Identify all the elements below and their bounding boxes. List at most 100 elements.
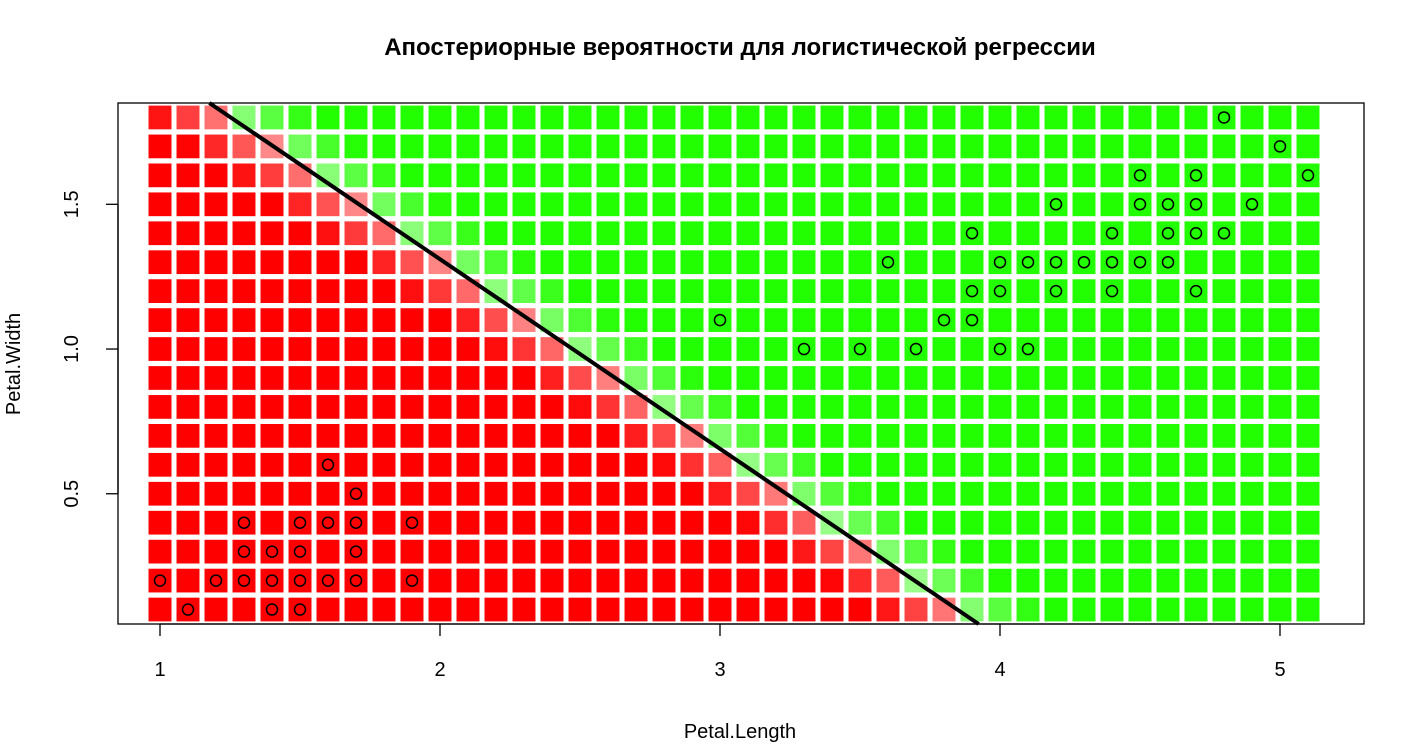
grid-cell	[1128, 250, 1152, 275]
grid-cell	[260, 481, 284, 506]
grid-cell	[428, 539, 452, 564]
grid-cell	[904, 597, 928, 622]
grid-cell	[148, 366, 172, 390]
grid-cell	[1212, 105, 1236, 130]
data-point	[1105, 227, 1119, 240]
grid-cell	[204, 423, 228, 448]
grid-cell	[1296, 510, 1320, 535]
grid-cell	[932, 279, 956, 303]
data-point	[993, 342, 1007, 356]
grid-cell	[652, 481, 676, 506]
grid-cell	[484, 105, 508, 130]
grid-cell	[820, 105, 844, 130]
grid-cell	[960, 134, 984, 159]
grid-cell	[820, 423, 844, 448]
grid-cell	[652, 221, 676, 246]
grid-cell	[680, 597, 704, 622]
grid-cell	[484, 308, 508, 332]
grid-cell	[316, 134, 340, 159]
grid-cell	[288, 452, 312, 477]
grid-cell	[400, 452, 424, 477]
grid-cell	[232, 510, 256, 535]
data-point	[1245, 198, 1259, 211]
grid-cell	[484, 539, 508, 564]
grid-cell	[1268, 337, 1292, 361]
grid-cell	[1212, 481, 1236, 506]
grid-cell	[400, 395, 424, 419]
grid-cell	[288, 105, 312, 130]
grid-cell	[792, 105, 816, 130]
grid-cell	[1072, 279, 1096, 303]
grid-cell	[288, 395, 312, 419]
grid-cell	[764, 510, 788, 535]
grid-cell	[484, 452, 508, 477]
grid-cell	[820, 337, 844, 361]
data-point	[349, 545, 363, 558]
grid-cell	[288, 192, 312, 217]
data-point	[1105, 255, 1119, 269]
grid-cell	[848, 279, 872, 303]
grid-cell	[1016, 597, 1040, 622]
grid-cell	[792, 134, 816, 159]
grid-cell	[708, 366, 732, 390]
grid-cell	[960, 163, 984, 188]
grid-cell	[204, 510, 228, 535]
grid-cell	[1240, 192, 1264, 217]
data-point	[405, 574, 419, 587]
grid-cell	[932, 105, 956, 130]
grid-cell	[904, 481, 928, 506]
grid-cell	[1212, 395, 1236, 419]
grid-cell	[176, 481, 200, 506]
grid-cell	[1296, 539, 1320, 564]
grid-cell	[1212, 337, 1236, 361]
grid-cell	[736, 105, 760, 130]
grid-cell	[820, 568, 844, 593]
grid-cell	[1156, 510, 1180, 535]
grid-cell	[1156, 134, 1180, 159]
grid-cell	[428, 481, 452, 506]
grid-cell	[484, 395, 508, 419]
grid-cell	[792, 337, 816, 361]
grid-cell	[1268, 366, 1292, 390]
data-point	[1217, 227, 1231, 240]
grid-cell	[456, 192, 480, 217]
grid-cell	[1184, 510, 1208, 535]
grid-cell	[932, 308, 956, 332]
grid-cell	[1184, 366, 1208, 390]
grid-cell	[540, 481, 564, 506]
grid-cell	[540, 510, 564, 535]
grid-cell	[232, 337, 256, 361]
grid-cell	[344, 221, 368, 246]
grid-cell	[428, 279, 452, 303]
grid-cell	[792, 250, 816, 275]
grid-cell	[344, 250, 368, 275]
grid-cell	[288, 308, 312, 332]
grid-cell	[1184, 279, 1208, 303]
grid-cell	[624, 337, 648, 361]
data-point	[209, 574, 223, 587]
grid-cell	[652, 510, 676, 535]
grid-cell	[988, 308, 1012, 332]
grid-cell	[540, 452, 564, 477]
grid-cell	[652, 163, 676, 188]
data-point	[1273, 140, 1287, 153]
grid-cell	[708, 597, 732, 622]
grid-cell	[1268, 597, 1292, 622]
grid-cell	[1016, 279, 1040, 303]
grid-cell	[1296, 597, 1320, 622]
grid-cell	[932, 510, 956, 535]
grid-cell	[652, 423, 676, 448]
grid-cell	[932, 481, 956, 506]
grid-cell	[344, 539, 368, 564]
grid-cell	[456, 308, 480, 332]
grid-cell	[484, 279, 508, 303]
grid-cell	[1156, 279, 1180, 303]
grid-cell	[1184, 539, 1208, 564]
grid-cell	[960, 308, 984, 332]
grid-cell	[400, 539, 424, 564]
grid-cell	[288, 279, 312, 303]
grid-cell	[204, 192, 228, 217]
grid-cell	[792, 395, 816, 419]
grid-cell	[1016, 539, 1040, 564]
grid-cell	[1100, 163, 1124, 188]
